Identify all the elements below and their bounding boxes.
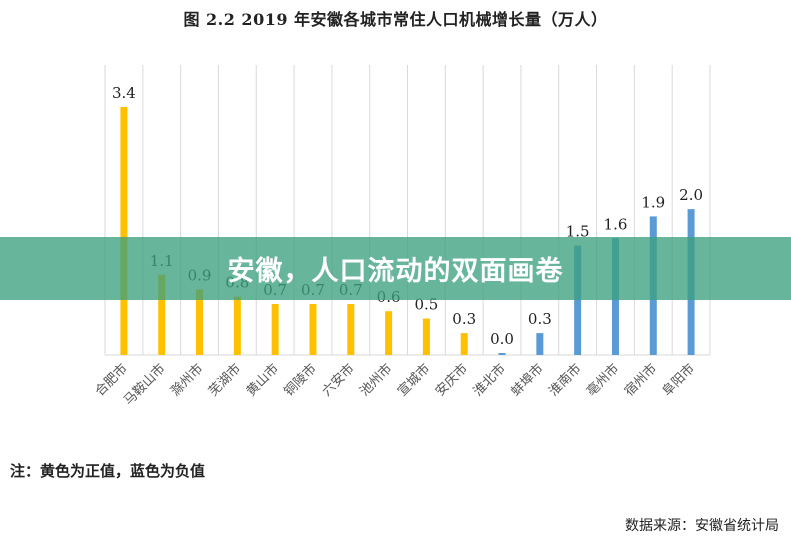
bar-4 [271, 303, 279, 355]
banner-text: 安徽，人口流动的双面画卷 [227, 256, 564, 287]
x-tick-label-5: 铜陵市 [281, 361, 320, 400]
chart-note: 注：黄色为正值，蓝色为负值 [10, 462, 206, 480]
x-tick-label-8: 宣城市 [394, 361, 433, 400]
data-label-0: 3.4 [112, 84, 136, 102]
bar-3 [233, 296, 241, 355]
bar-0 [120, 107, 128, 355]
x-tick-label-12: 淮南市 [546, 361, 585, 400]
bar-11 [536, 333, 544, 355]
bar-6 [347, 303, 355, 355]
data-label-8: 0.5 [414, 296, 438, 314]
data-label-13: 1.6 [604, 215, 628, 233]
bar-12 [574, 245, 582, 355]
x-tick-label-14: 宿州市 [621, 361, 660, 400]
x-tick-label-1: 马鞍山市 [120, 361, 168, 409]
bar-10 [498, 353, 506, 355]
x-tick-label-9: 安庆市 [432, 361, 471, 400]
data-label-10: 0.0 [490, 330, 514, 348]
data-label-12: 1.5 [566, 223, 590, 241]
x-tick-label-15: 阜阳市 [659, 361, 698, 400]
chart-title: 图 2.2 2019 年安徽各城市常住人口机械增长量（万人） [183, 10, 608, 29]
bar-8 [422, 318, 430, 355]
data-label-9: 0.3 [452, 310, 476, 328]
bar-7 [385, 311, 393, 355]
x-tick-label-7: 池州市 [357, 361, 396, 400]
bar-5 [309, 303, 317, 355]
data-label-14: 1.9 [641, 193, 665, 211]
x-tick-label-10: 淮北市 [470, 361, 509, 400]
x-tick-label-11: 蚌埠市 [508, 361, 547, 400]
data-source: 数据来源：安徽省统计局 [625, 518, 779, 534]
data-label-11: 0.3 [528, 310, 552, 328]
x-tick-label-4: 黄山市 [243, 361, 282, 400]
overlay-banner: 安徽，人口流动的双面画卷 [0, 237, 791, 300]
x-tick-label-13: 亳州市 [583, 361, 622, 400]
x-tick-label-3: 芜湖市 [205, 361, 244, 400]
bar-9 [460, 333, 468, 355]
bar-2 [196, 289, 204, 355]
x-tick-label-6: 六安市 [319, 361, 358, 400]
data-label-15: 2.0 [679, 186, 703, 204]
bar-1 [158, 274, 166, 355]
x-tick-label-2: 滁州市 [167, 361, 206, 400]
